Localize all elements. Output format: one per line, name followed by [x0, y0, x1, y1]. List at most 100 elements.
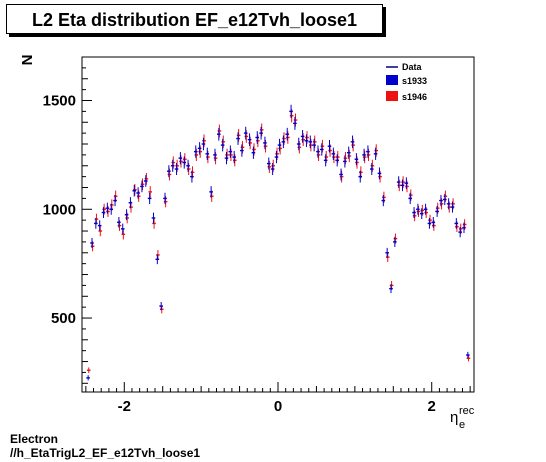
data-point: [220, 138, 225, 152]
data-point: [331, 147, 336, 160]
data-point: [128, 197, 133, 209]
data-point: [381, 194, 386, 207]
x-tick-label: 0: [274, 398, 282, 415]
data-point: [144, 172, 149, 185]
data-point: [286, 131, 290, 144]
data-point: [304, 134, 309, 148]
data-point: [251, 146, 256, 159]
data-point: [389, 284, 393, 294]
data-point: [339, 168, 343, 181]
data-point: [240, 144, 244, 157]
data-point: [374, 144, 379, 157]
data-point: [263, 139, 268, 153]
data-point: [117, 216, 121, 228]
data-point: [443, 190, 448, 202]
series-s1933: [86, 104, 470, 381]
data-point: [148, 186, 153, 198]
data-point: [197, 142, 202, 155]
data-point: [351, 138, 355, 152]
data-point: [285, 127, 290, 141]
data-point: [156, 250, 160, 260]
data-point: [240, 141, 245, 154]
data-point: [259, 123, 264, 137]
data-point: [332, 150, 336, 164]
data-point: [98, 225, 103, 237]
data-point: [354, 153, 359, 166]
data-point: [446, 198, 451, 210]
data-point: [435, 205, 439, 217]
data-point: [132, 185, 137, 197]
data-point: [205, 147, 210, 160]
data-point: [151, 212, 156, 224]
data-point: [155, 254, 160, 265]
data-point: [373, 147, 378, 160]
data-point: [409, 189, 413, 201]
data-point: [101, 207, 106, 218]
data-point: [190, 170, 194, 183]
svg-text:e: e: [459, 419, 465, 431]
data-point: [316, 148, 321, 162]
data-point: [362, 150, 367, 164]
data-point: [393, 236, 397, 247]
data-point: [105, 202, 110, 214]
data-point: [385, 247, 389, 258]
y-tick-label: 1000: [43, 201, 76, 218]
data-point: [324, 150, 329, 164]
data-point: [248, 136, 252, 150]
data-point: [408, 192, 413, 205]
data-point: [466, 351, 470, 359]
data-point: [90, 237, 94, 249]
data-point: [343, 155, 347, 168]
data-point: [312, 138, 316, 152]
legend-label: Data: [402, 62, 423, 72]
y-tick-label: 1500: [43, 93, 76, 110]
data-point: [350, 135, 355, 149]
data-point: [143, 175, 148, 187]
data-point: [167, 168, 172, 181]
axis-tick-labels: -2 0 2 500 1000 1500: [43, 93, 436, 415]
data-point: [416, 205, 421, 217]
data-point: [124, 209, 129, 221]
data-point: [224, 152, 229, 165]
data-point: [263, 136, 267, 150]
data-point: [301, 133, 305, 146]
legend: Data s1933 s1946: [386, 62, 427, 102]
data-point: [423, 203, 428, 215]
data-point: [247, 133, 252, 146]
x-tick-label: 2: [428, 398, 436, 415]
data-point: [396, 176, 401, 188]
data-point: [163, 192, 167, 205]
data-point: [275, 147, 279, 160]
data-point: [109, 203, 114, 215]
data-point: [343, 152, 348, 165]
data-point: [431, 216, 436, 228]
data-point: [405, 180, 409, 193]
data-point: [289, 104, 293, 119]
svg-text:η: η: [450, 409, 458, 426]
data-point: [366, 148, 371, 162]
data-point: [419, 208, 424, 220]
data-point: [193, 145, 198, 158]
data-point: [140, 178, 145, 191]
data-point: [198, 145, 202, 158]
data-point: [267, 160, 272, 173]
data-point: [209, 186, 213, 198]
series-s1946: [86, 109, 471, 374]
data-point: [274, 150, 279, 164]
data-point: [121, 229, 126, 240]
data-point: [305, 131, 309, 144]
data-point: [271, 159, 276, 172]
data-point: [439, 194, 443, 207]
data-point: [323, 154, 328, 167]
chart-title: L2 Eta distribution EF_e12Tvh_loose1: [31, 10, 358, 30]
data-point: [140, 180, 144, 193]
data-point: [400, 179, 405, 192]
data-point: [152, 218, 156, 229]
data-point: [454, 218, 459, 229]
data-point: [183, 153, 187, 166]
y-axis-label: N: [19, 55, 36, 66]
x-axis-label: η e rec: [450, 405, 475, 431]
data-point: [401, 176, 405, 188]
data-point: [86, 375, 90, 381]
